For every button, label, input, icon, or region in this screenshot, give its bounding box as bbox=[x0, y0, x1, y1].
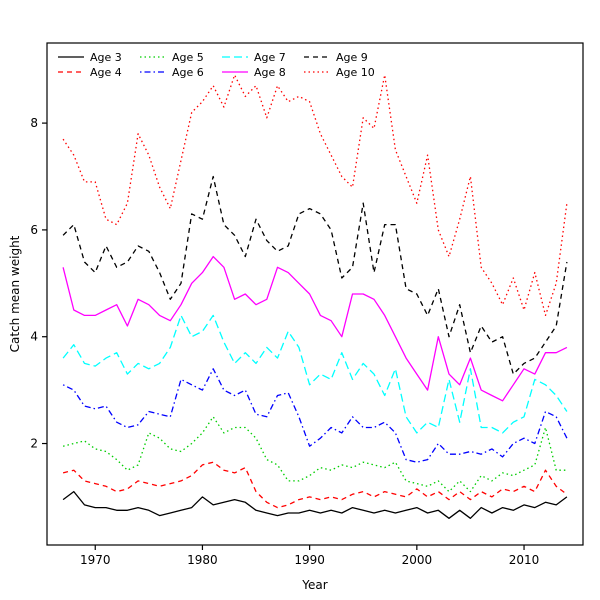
legend-item-age-4: Age 4 bbox=[58, 66, 122, 79]
y-tick-label: 4 bbox=[30, 330, 38, 344]
legend-label: Age 4 bbox=[90, 66, 122, 79]
series-line-age-10 bbox=[62, 74, 568, 317]
series-line-age-6 bbox=[62, 368, 568, 463]
x-tick-label: 1970 bbox=[80, 553, 111, 567]
series-line-age-4 bbox=[62, 461, 568, 509]
legend-label: Age 7 bbox=[254, 51, 286, 64]
legend-label: Age 5 bbox=[172, 51, 204, 64]
y-tick-label: 2 bbox=[30, 437, 38, 451]
y-tick-label: 6 bbox=[30, 223, 38, 237]
series-line-age-8 bbox=[62, 255, 568, 402]
legend-item-age-3: Age 3 bbox=[58, 51, 122, 64]
legend-label: Age 8 bbox=[254, 66, 286, 79]
plot-border bbox=[46, 42, 584, 546]
legend-item-age-8: Age 8 bbox=[222, 66, 286, 79]
series-line-age-3 bbox=[62, 490, 568, 519]
y-axis: 2 4 6 8 bbox=[30, 116, 47, 451]
legend-label: Age 6 bbox=[172, 66, 204, 79]
x-tick-label: 1980 bbox=[187, 553, 218, 567]
x-axis-label: Year bbox=[302, 578, 328, 592]
x-axis: 1970 1980 1990 2000 2010 bbox=[80, 545, 539, 567]
series-line-age-9 bbox=[62, 175, 568, 375]
legend-item-age-7: Age 7 bbox=[222, 51, 286, 64]
legend-label: Age 10 bbox=[336, 66, 375, 79]
legend: Age 3 Age 4 Age 5 Age 6 Age 7 Age 8 Age 9 Age 1… bbox=[58, 51, 375, 79]
y-axis-label: Catch mean weight bbox=[8, 235, 22, 353]
legend-item-age-10: Age 10 bbox=[304, 66, 375, 79]
legend-item-age-9: Age 9 bbox=[304, 51, 368, 64]
x-tick-label: 2010 bbox=[509, 553, 540, 567]
x-tick-label: 2000 bbox=[402, 553, 433, 567]
y-tick-label: 8 bbox=[30, 116, 38, 130]
x-tick-label: 1990 bbox=[294, 553, 325, 567]
series-line-age-7 bbox=[62, 314, 568, 434]
legend-item-age-6: Age 6 bbox=[140, 66, 204, 79]
legend-item-age-5: Age 5 bbox=[140, 51, 204, 64]
legend-label: Age 9 bbox=[336, 51, 368, 64]
legend-label: Age 3 bbox=[90, 51, 122, 64]
